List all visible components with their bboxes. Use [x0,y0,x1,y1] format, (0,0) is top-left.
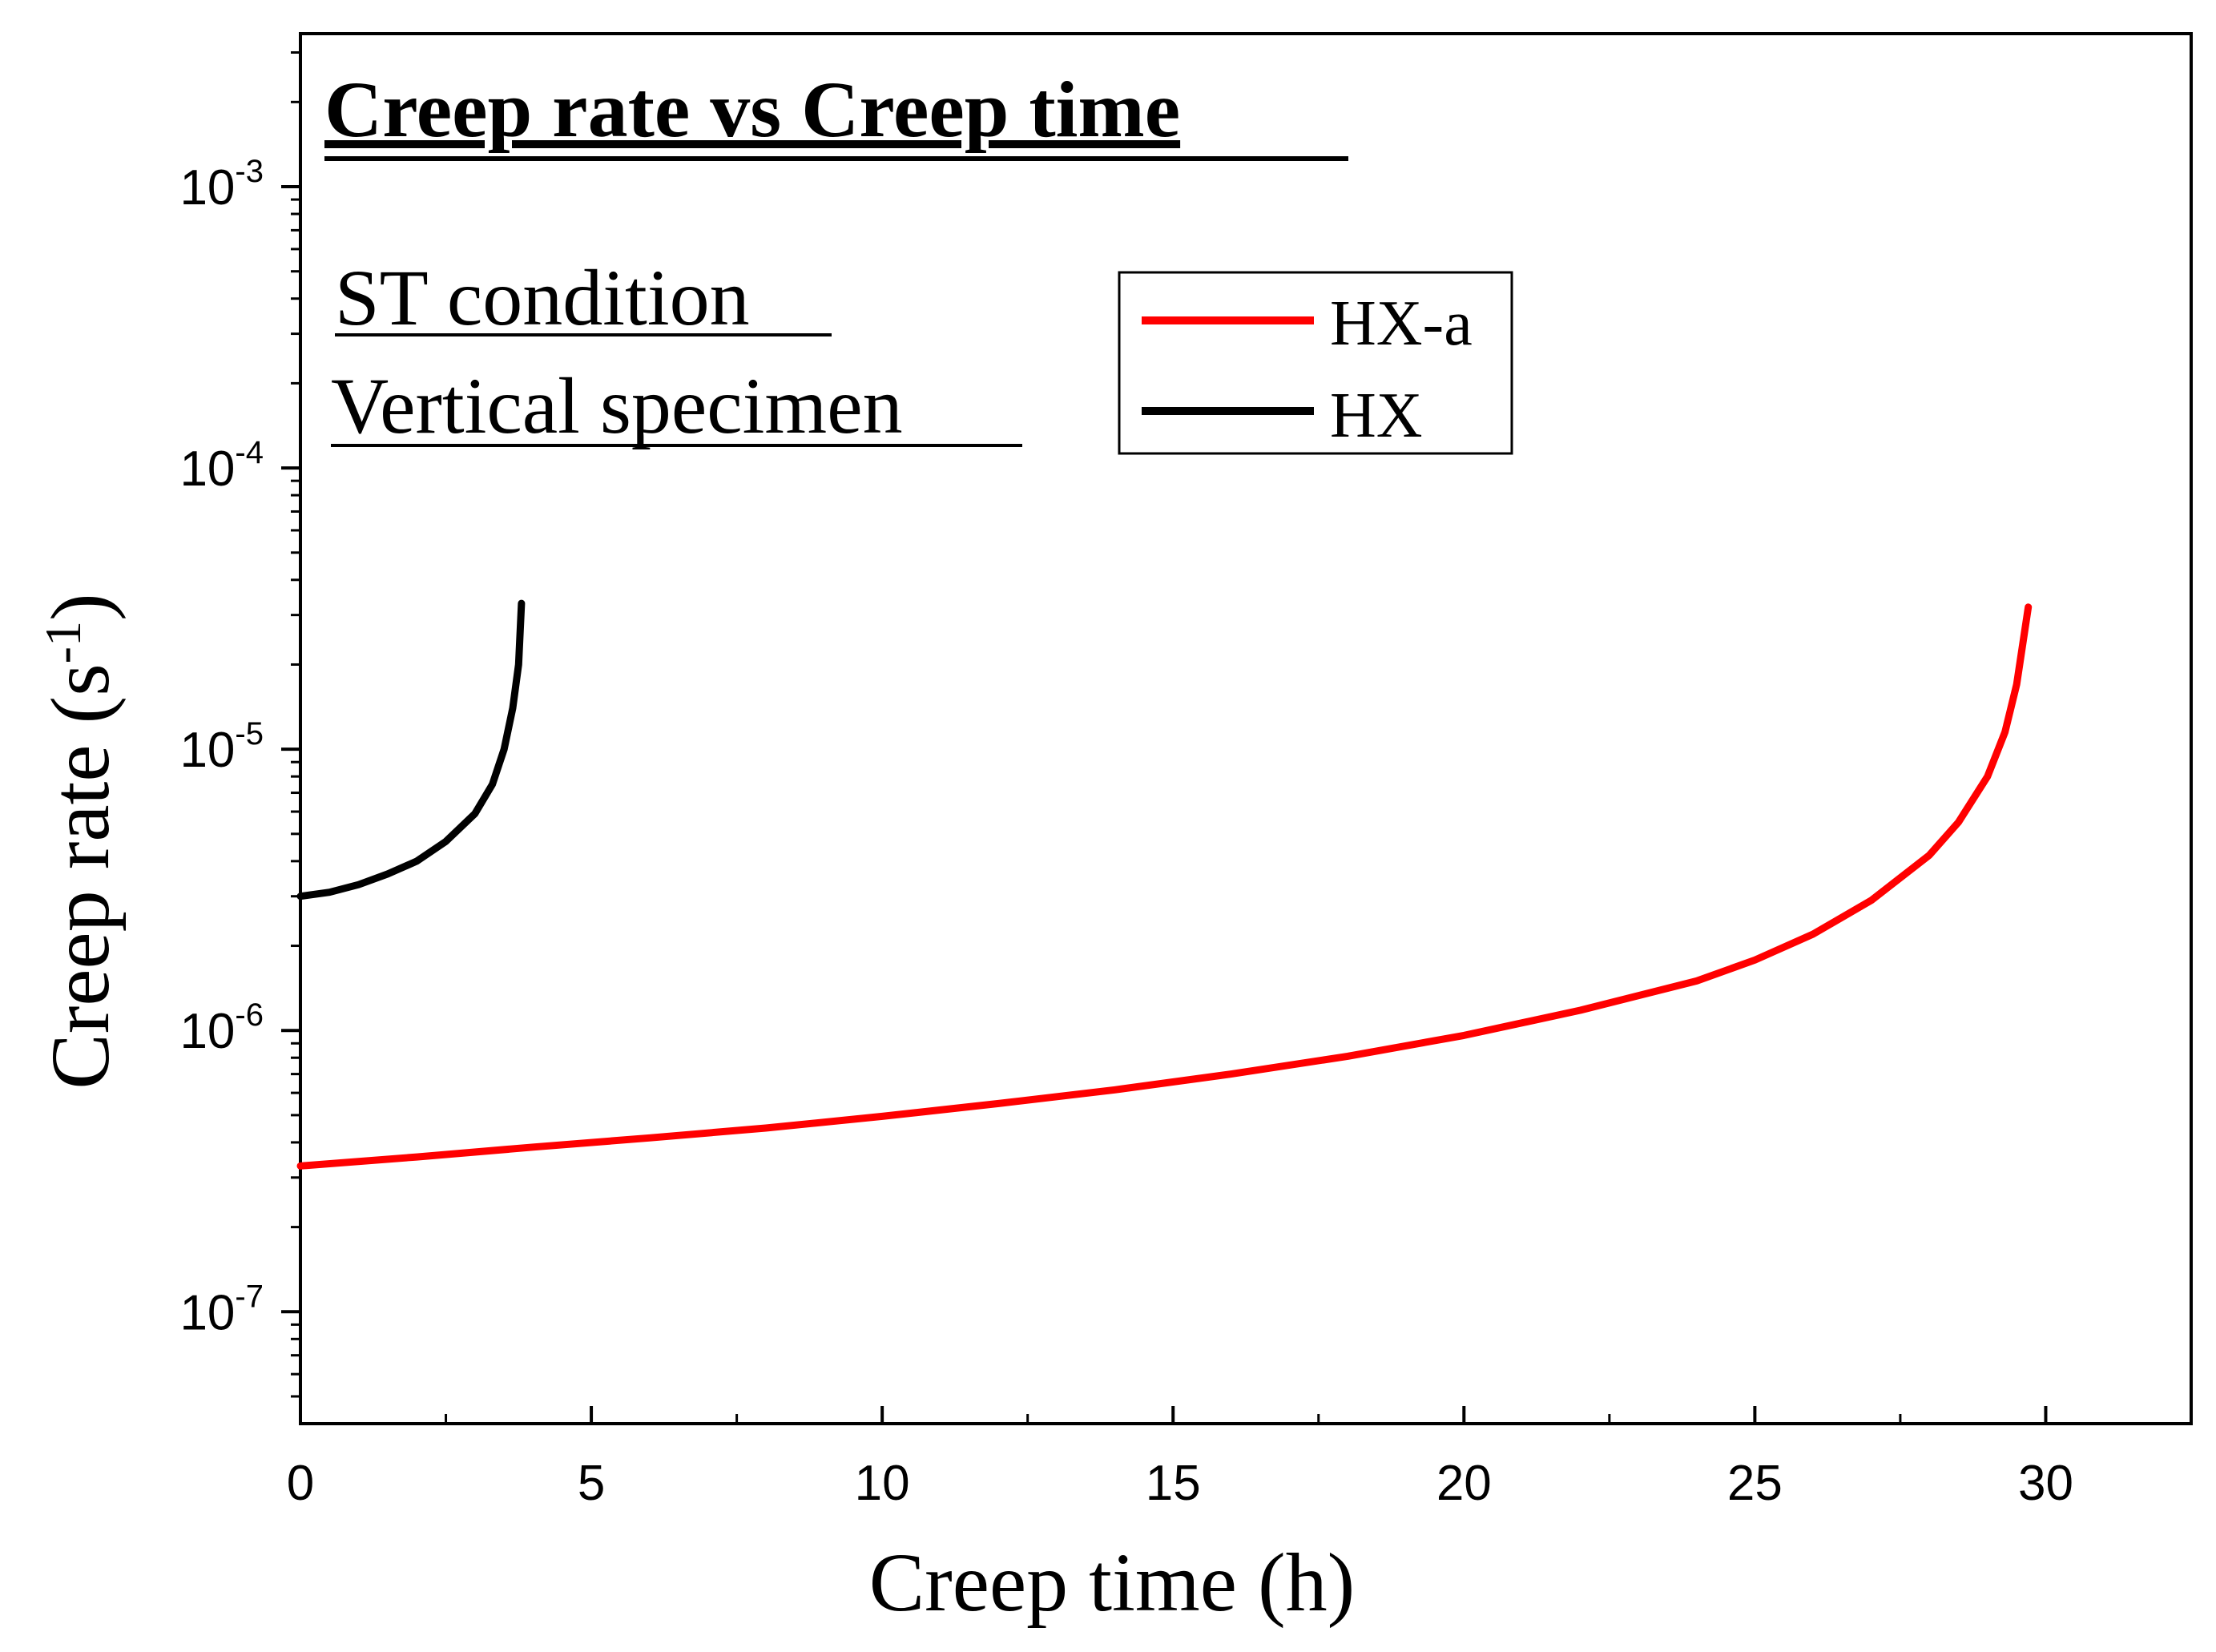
series-line-hx [296,599,526,901]
series-line-hx-a [296,603,2033,1170]
y-axis-label-base: Creep rate (s [34,663,127,1089]
x-tick-label-5: 25 [1727,1456,1783,1511]
annotation-specimen: Vertical specimen [331,361,903,450]
x-tick-label-4: 20 [1436,1456,1492,1511]
x-axis: 0 5 10 15 20 25 30 [287,1406,2073,1511]
y-axis-label-group: Creep rate (s-1) [34,593,127,1089]
x-axis-label: Creep time (h) [869,1537,1355,1629]
x-tick-label-6: 30 [2018,1456,2073,1511]
x-tick-label-2: 10 [855,1456,910,1511]
y-tick-label-3: 10-4 [179,435,264,497]
x-tick-label-3: 15 [1146,1456,1201,1511]
y-axis: 10-7 10-6 10-5 10-4 10-3 [179,51,300,1398]
legend-box [1118,271,1513,455]
x-tick-label-1: 5 [578,1456,605,1511]
y-tick-label-1: 10-6 [179,997,264,1059]
legend: HX-a HX [1118,271,1513,455]
series-group [296,599,2033,1170]
y-axis-label-sup: -1 [34,621,91,663]
y-tick-label-0: 10-7 [179,1279,264,1340]
plot-frame [299,32,2193,1425]
y-axis-label-tail: ) [34,593,127,621]
y-axis-label: Creep rate (s-1) [34,593,127,1089]
x-tick-label-0: 0 [287,1456,314,1511]
y-tick-label-4: 10-3 [179,154,264,216]
y-tick-label-2: 10-5 [179,716,264,778]
legend-label-hx-a: HX-a [1330,288,1473,359]
legend-label-hx: HX [1330,381,1423,451]
chart-title: Creep rate vs Creep time [324,65,1180,154]
annotation-condition: ST condition [335,253,750,342]
